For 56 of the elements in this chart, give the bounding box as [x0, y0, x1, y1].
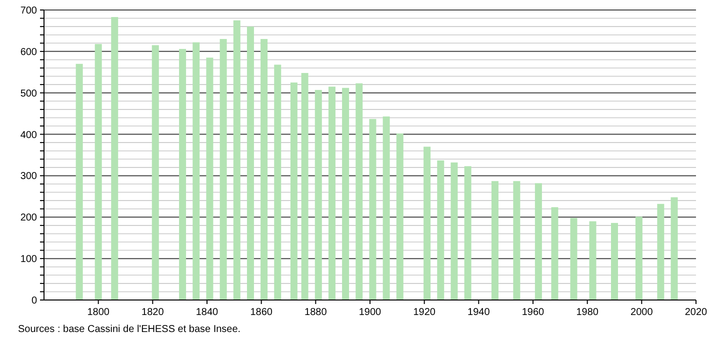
bar	[635, 216, 642, 300]
x-tick-label: 1900	[358, 307, 382, 318]
y-tick-label: 500	[20, 88, 38, 100]
x-tick-label: 1980	[576, 307, 599, 318]
y-tick-label: 300	[20, 171, 38, 182]
bar	[464, 166, 472, 300]
y-tick-label: 100	[20, 254, 38, 266]
bar	[611, 222, 618, 300]
x-tick-label: 1840	[196, 307, 219, 318]
bar	[76, 64, 83, 300]
bar	[356, 83, 363, 300]
y-tick-label: 600	[20, 46, 38, 58]
x-tick-label: 1880	[304, 307, 328, 318]
bar	[192, 42, 200, 300]
bar	[589, 221, 596, 300]
bar	[220, 39, 227, 300]
y-tick-label: 400	[20, 130, 38, 141]
bar	[342, 88, 350, 300]
bar	[450, 162, 458, 300]
y-tick-label: 200	[20, 212, 38, 224]
bar	[233, 20, 240, 300]
x-tick-label: 2000	[630, 307, 654, 318]
x-tick-label: 1920	[413, 307, 436, 318]
bar	[274, 64, 282, 300]
bar	[670, 197, 678, 300]
bar	[491, 181, 498, 300]
bar	[570, 218, 578, 300]
bar	[424, 146, 431, 300]
bar	[290, 82, 298, 300]
y-tick-label: 700	[20, 6, 38, 16]
x-tick-label: 1860	[250, 307, 273, 318]
bar	[382, 116, 390, 300]
bar	[152, 45, 159, 300]
x-tick-label: 1940	[468, 307, 490, 318]
x-tick-label: 2020	[684, 307, 708, 318]
bar	[657, 204, 664, 300]
bar	[301, 72, 308, 300]
x-tick-label: 1800	[87, 307, 110, 318]
bar	[246, 26, 254, 300]
bar	[328, 86, 336, 300]
bar	[111, 17, 118, 300]
bar	[437, 160, 444, 300]
y-tick-label: 0	[31, 296, 38, 306]
source-note: Sources : base Cassini de l'EHESS et base Insee.	[18, 324, 241, 335]
bar	[396, 133, 404, 300]
x-tick-label: 1960	[522, 307, 545, 318]
bar	[260, 39, 268, 300]
bar	[94, 44, 102, 300]
bar	[206, 58, 214, 300]
bar	[179, 48, 186, 300]
bar	[551, 207, 558, 300]
bar	[314, 90, 322, 300]
bar	[534, 183, 542, 300]
x-tick-label: 1820	[142, 307, 164, 318]
bar	[513, 181, 520, 300]
bar	[369, 118, 376, 300]
